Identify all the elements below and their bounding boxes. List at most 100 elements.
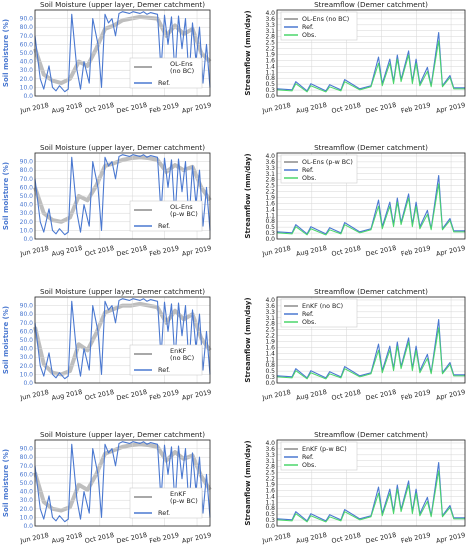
y-tick-label: 20.0 xyxy=(20,219,34,226)
y-tick-label: 0.0 xyxy=(265,236,275,243)
chart-title: Streamflow (Demer catchment) xyxy=(314,287,428,296)
y-tick-label: 10.0 xyxy=(20,227,34,234)
x-tick-label: Dec 2018 xyxy=(365,388,397,402)
y-tick-label: 0.3 xyxy=(265,374,275,381)
x-tick-label: Dec 2018 xyxy=(116,101,148,115)
y-tick-label: 3.1 xyxy=(265,458,275,465)
y-tick-label: 2.8 xyxy=(265,34,275,41)
y-tick-label: 3.6 xyxy=(265,16,275,23)
legend-label: Ref. xyxy=(302,311,314,318)
y-tick-label: 0.0 xyxy=(265,93,275,100)
y-tick-label: 3.6 xyxy=(265,446,275,453)
x-tick-label: Oct 2018 xyxy=(331,101,362,115)
y-tick-label: 0.3 xyxy=(265,230,275,237)
plot-frame xyxy=(276,296,466,384)
y-tick-label: 4.0 xyxy=(265,153,275,160)
y-tick-label: 1.1 xyxy=(265,212,275,219)
x-tick-label: Jun 2018 xyxy=(261,101,292,115)
legend: EnKF(p-w BC)Ref. xyxy=(129,487,203,519)
x-tick-label: Apr 2019 xyxy=(435,244,466,258)
legend-box xyxy=(129,344,203,376)
legend: EnKF(no BC)Ref. xyxy=(129,344,203,376)
legend-label: EnKF xyxy=(170,347,186,355)
obs-line xyxy=(276,327,465,380)
y-axis-label: Soil moisture (%) xyxy=(2,162,10,230)
legend-box xyxy=(280,441,358,471)
y-tick-label: 0.0 xyxy=(23,380,33,387)
y-tick-label: 2.8 xyxy=(265,321,275,328)
y-tick-label: 3.3 xyxy=(265,22,275,29)
legend: EnKF (no BC)Ref.Obs. xyxy=(280,298,358,328)
legend-label: (p-w BC) xyxy=(170,497,198,505)
legend-label: (p-w BC) xyxy=(170,210,198,218)
legend-label: EnKF (no BC) xyxy=(302,303,343,310)
y-tick-label: 1.9 xyxy=(265,51,275,58)
y-tick-label: 3.1 xyxy=(265,171,275,178)
x-tick-label: Apr 2019 xyxy=(435,101,466,115)
legend-label: OL-Ens xyxy=(170,203,193,211)
x-tick-label: Aug 2018 xyxy=(51,244,83,258)
y-tick-label: 70.0 xyxy=(20,33,34,40)
y-tick-label: 2.5 xyxy=(265,40,275,47)
y-tick-label: 0.3 xyxy=(265,87,275,94)
y-tick-label: 40.0 xyxy=(20,489,34,496)
y-tick-label: 1.1 xyxy=(265,499,275,506)
y-tick-label: 1.1 xyxy=(265,69,275,76)
y-tick-label: 2.8 xyxy=(265,464,275,471)
y-axis-label: Soil moisture (%) xyxy=(2,449,10,517)
chart-title: Streamflow (Demer catchment) xyxy=(314,0,428,9)
x-tick-label: Oct 2018 xyxy=(84,101,115,115)
y-tick-label: 80.0 xyxy=(20,167,34,174)
y-tick-label: 2.5 xyxy=(265,327,275,334)
y-tick-label: 40.0 xyxy=(20,202,34,209)
ensemble-band xyxy=(33,442,212,513)
y-tick-label: 1.4 xyxy=(265,493,275,500)
ref-line xyxy=(34,11,211,93)
y-tick-label: 10.0 xyxy=(20,371,34,378)
plot-frame xyxy=(276,152,466,240)
y-tick-label: 1.4 xyxy=(265,63,275,70)
y-tick-label: 20.0 xyxy=(20,363,34,370)
x-tick-label: Aug 2018 xyxy=(51,101,83,115)
legend: OL-Ens (no BC)Ref.Obs. xyxy=(280,11,358,41)
y-axis-label: Soil moisture (%) xyxy=(2,19,10,87)
y-tick-label: 80.0 xyxy=(20,454,34,461)
legend-label: Obs. xyxy=(302,32,316,39)
y-tick-label: 0.3 xyxy=(265,517,275,524)
x-tick-label: Jun 2018 xyxy=(19,531,50,545)
y-tick-label: 40.0 xyxy=(20,59,34,66)
chart-title: Streamflow (Demer catchment) xyxy=(314,143,428,152)
y-tick-label: 30.0 xyxy=(20,210,34,217)
y-axis-label: Streamflow (mm/day) xyxy=(244,297,252,382)
y-tick-label: 60.0 xyxy=(20,184,34,191)
y-tick-label: 60.0 xyxy=(20,471,34,478)
x-tick-label: Jun 2018 xyxy=(19,101,50,115)
x-tick-label: Aug 2018 xyxy=(295,531,327,545)
y-tick-label: 90.0 xyxy=(20,446,34,453)
chart-panel-4: Streamflow (Demer catchment) 0.00.30.50.8… xyxy=(244,143,466,258)
legend: OL-Ens (p-w BC)Ref.Obs. xyxy=(280,154,358,184)
legend-label: OL-Ens (p-w BC) xyxy=(302,159,353,166)
x-tick-label: Apr 2019 xyxy=(181,531,212,545)
legend-label: (no BC) xyxy=(170,67,194,75)
chart-panel-2: Streamflow (Demer catchment) 0.00.30.50.8… xyxy=(244,0,466,115)
y-axis-label: Streamflow (mm/day) xyxy=(244,153,252,238)
x-tick-label: Aug 2018 xyxy=(51,531,83,545)
chart-title: Soil Moisture (upper layer, Demer catchm… xyxy=(40,143,205,152)
y-tick-label: 4.0 xyxy=(265,297,275,304)
chart-title: Soil Moisture (upper layer, Demer catchm… xyxy=(40,287,205,296)
x-tick-label: Jun 2018 xyxy=(261,531,292,545)
legend-label: Ref. xyxy=(158,509,170,517)
y-tick-label: 1.9 xyxy=(265,194,275,201)
x-tick-label: Dec 2018 xyxy=(116,244,148,258)
legend-label: Ref. xyxy=(302,24,314,31)
y-tick-label: 1.4 xyxy=(265,206,275,213)
legend-label: Ref. xyxy=(302,167,314,174)
y-tick-label: 1.9 xyxy=(265,338,275,345)
y-tick-label: 1.4 xyxy=(265,350,275,357)
y-tick-label: 50.0 xyxy=(20,193,34,200)
y-tick-label: 70.0 xyxy=(20,463,34,470)
chart-title: Soil Moisture (upper layer, Demer catchm… xyxy=(40,430,205,439)
y-axis-label: Streamflow (mm/day) xyxy=(244,440,252,525)
